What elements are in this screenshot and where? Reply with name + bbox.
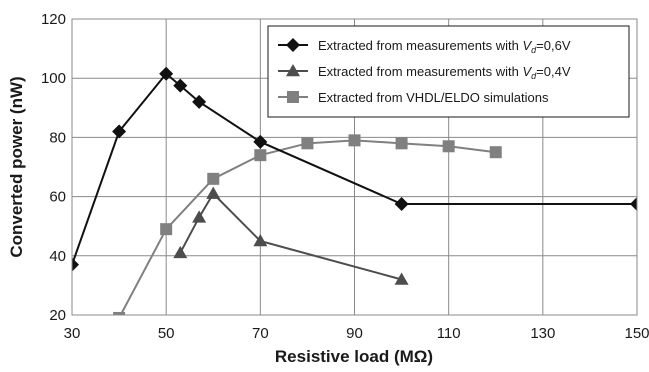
- plot-area-border: [71, 18, 638, 316]
- data-point-diamond: [112, 124, 127, 139]
- y-tick-label: 60: [49, 189, 66, 206]
- y-tick-label: 100: [41, 70, 66, 87]
- data-point-triangle: [192, 210, 207, 223]
- legend-entry: Extracted from measurements with Vd=0,6V: [278, 38, 571, 55]
- legend-swatch-marker: [286, 64, 300, 77]
- tick-labels: 30 50 70 90 110 130 150 20 40 60 80 100 120: [41, 11, 649, 342]
- data-point-square: [207, 172, 220, 185]
- data-point-diamond: [192, 94, 207, 109]
- y-tick-label: 20: [49, 307, 66, 324]
- data-point-triangle: [253, 234, 268, 247]
- y-tick-label: 120: [41, 11, 66, 28]
- legend-entry: Extracted from VHDL/ELDO simulations: [278, 90, 549, 105]
- x-tick-label: 110: [437, 325, 461, 342]
- series-triangle: [173, 186, 409, 285]
- data-point-triangle: [173, 245, 188, 259]
- data-point-diamond: [173, 78, 188, 93]
- data-point-square: [301, 137, 314, 150]
- y-tick-label: 40: [49, 248, 66, 265]
- series-square: [113, 134, 502, 315]
- x-tick-label: 130: [530, 325, 555, 342]
- legend-label: Extracted from VHDL/ELDO simulations: [318, 90, 549, 105]
- legend-label: Extracted from measurements with Vd=0,6V: [318, 38, 571, 55]
- data-point-diamond: [159, 66, 174, 81]
- legend-swatch-marker: [287, 91, 299, 103]
- y-axis-title: Converted power (nW): [7, 76, 26, 257]
- legend: Extracted from measurements with Vd=0,6V…: [267, 25, 630, 118]
- data-point-diamond: [394, 197, 409, 211]
- data-point-square: [160, 223, 173, 236]
- x-tick-label: 30: [64, 325, 81, 342]
- data-point-square: [348, 134, 361, 147]
- data-point-square: [395, 137, 408, 150]
- y-tick-label: 80: [49, 129, 66, 146]
- series-layer: [72, 66, 637, 315]
- data-point-triangle: [206, 186, 221, 199]
- data-point-diamond: [253, 134, 268, 149]
- legend-label: Extracted from measurements with Vd=0,4V: [318, 64, 571, 81]
- x-tick-label: 150: [624, 325, 649, 342]
- series-diamond: [72, 66, 637, 272]
- legend-entry: Extracted from measurements with Vd=0,4V: [278, 64, 571, 81]
- data-point-square: [442, 140, 455, 153]
- series-line-diamond: [72, 72, 637, 266]
- data-point-square: [489, 146, 502, 159]
- data-point-square: [254, 149, 267, 162]
- x-tick-label: 50: [158, 325, 175, 342]
- x-tick-label: 70: [252, 325, 269, 342]
- x-tick-label: 90: [346, 325, 363, 342]
- data-point-triangle: [394, 272, 409, 285]
- data-point-square: [113, 311, 126, 315]
- data-point-diamond: [72, 257, 79, 272]
- legend-box: [267, 25, 630, 118]
- data-point-diamond: [630, 197, 637, 211]
- legend-swatch-marker: [286, 38, 300, 52]
- x-axis-title: Resistive load (MΩ): [275, 347, 433, 366]
